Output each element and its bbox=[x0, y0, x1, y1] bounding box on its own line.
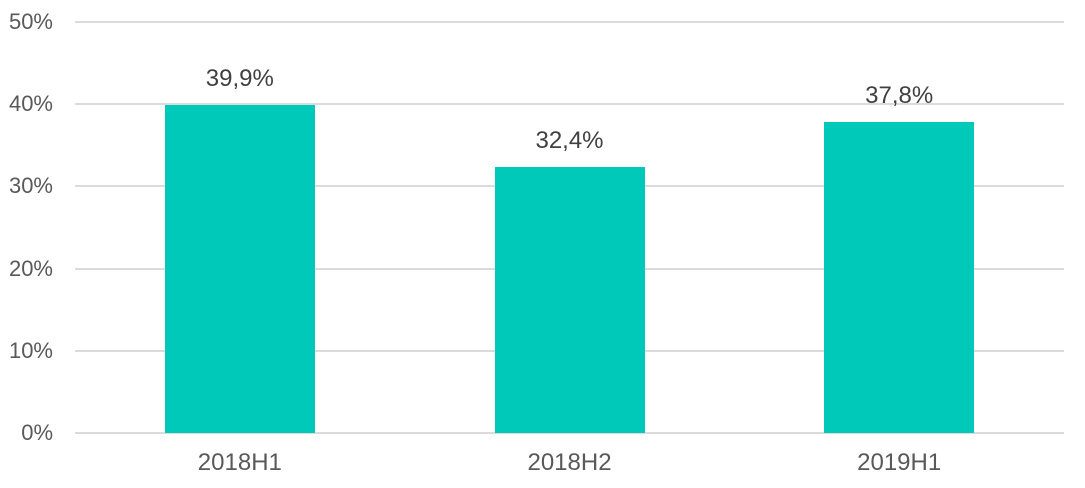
bar-slot: 39,9% bbox=[75, 22, 405, 433]
y-axis-tick-label: 0% bbox=[21, 420, 53, 445]
y-axis-tick-label: 10% bbox=[8, 337, 53, 363]
y-axis-tick-label: 40% bbox=[8, 91, 53, 117]
gridline bbox=[75, 103, 1064, 106]
x-axis-category-label: 2018H2 bbox=[527, 449, 612, 476]
bar-slot: 32,4% bbox=[405, 22, 735, 433]
bar bbox=[164, 105, 315, 433]
y-axis-tick-label: 30% bbox=[8, 173, 53, 199]
x-axis-category-label: 2018H1 bbox=[197, 449, 282, 476]
bar bbox=[824, 122, 975, 433]
y-axis: 50% 40% 30% 20% 10% 0% bbox=[0, 0, 57, 488]
gridline bbox=[75, 432, 1064, 434]
bars: 39,9% 32,4% 37,8% bbox=[75, 22, 1064, 433]
bar-slot: 37,8% bbox=[734, 22, 1064, 433]
data-label: 39,9% bbox=[205, 65, 274, 93]
gridline bbox=[75, 21, 1064, 23]
y-axis-tick-label: 20% bbox=[8, 255, 53, 281]
y-axis-tick-label: 50% bbox=[8, 9, 53, 34]
bar bbox=[494, 166, 645, 433]
data-label: 37,8% bbox=[865, 82, 934, 110]
x-axis: 2018H1 2018H2 2019H1 bbox=[75, 448, 1064, 478]
plot-area: 39,9% 32,4% 37,8% bbox=[75, 21, 1064, 434]
data-label: 32,4% bbox=[535, 126, 604, 154]
x-axis-category-label: 2019H1 bbox=[857, 449, 942, 476]
